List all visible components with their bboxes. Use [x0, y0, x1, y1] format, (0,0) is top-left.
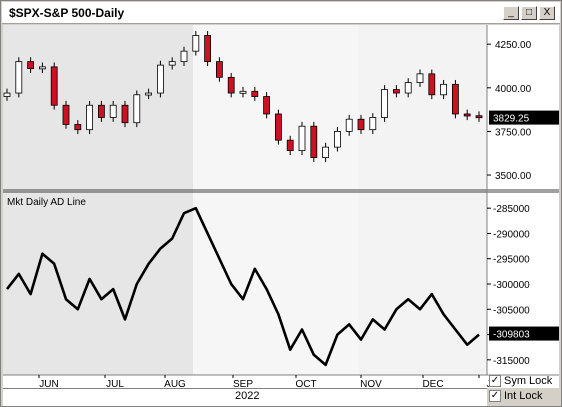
window-controls: _ □ X	[503, 6, 555, 20]
ad-tick-label: -300000	[493, 280, 530, 291]
maximize-button[interactable]: □	[521, 6, 537, 20]
candle-body	[204, 35, 212, 63]
candle-body	[263, 96, 271, 115]
lock-options: ✓ Sym Lock ✓ Int Lock	[489, 373, 552, 403]
year-label: 2022	[235, 390, 260, 402]
candle-body	[180, 50, 188, 63]
shade-band	[193, 25, 358, 375]
price-tick-label: 4250.00	[495, 40, 532, 51]
month-label: AUG	[164, 379, 186, 388]
shade-band	[358, 25, 487, 375]
ad-tick-label: -305000	[493, 305, 530, 316]
int-lock-checkbox[interactable]: ✓	[489, 389, 501, 402]
ad-tick-label: -290000	[493, 229, 530, 240]
candle-body	[369, 117, 377, 131]
month-label: OCT	[295, 379, 316, 388]
candle-body	[50, 66, 58, 106]
candle-body	[145, 92, 153, 96]
candle-body	[322, 146, 330, 158]
chart-area[interactable]: 4250.00 4000.00 3750.00 3500.00 3829.25 Mkt D…	[3, 25, 559, 388]
candle-body	[463, 113, 471, 117]
window-title: $SPX-S&P 500-Daily	[9, 6, 125, 20]
month-label: DEC	[422, 379, 443, 388]
candle-body	[98, 104, 105, 118]
int-lock-label: Int Lock	[504, 389, 543, 402]
close-button[interactable]: X	[539, 6, 555, 20]
candle-body	[156, 64, 164, 94]
int-lock-row[interactable]: ✓ Int Lock	[489, 388, 552, 403]
close-icon: X	[543, 7, 551, 18]
candle-body	[298, 125, 306, 152]
candle-body	[404, 82, 412, 94]
candle-body	[392, 89, 400, 94]
candle-body	[121, 104, 129, 124]
candle-body	[239, 90, 247, 94]
candle-body	[86, 104, 93, 131]
candle-body	[416, 73, 424, 83]
candle-body	[15, 61, 23, 94]
candle-body	[286, 139, 294, 152]
price-tick-label: 3500.00	[495, 171, 532, 182]
candle-body	[109, 104, 117, 118]
candle-body	[215, 61, 223, 78]
candle-body	[192, 35, 200, 52]
ad-tick-label: -315000	[493, 356, 530, 367]
ad-tick-label: -295000	[493, 255, 530, 266]
ad-panel-title: Mkt Daily AD Line	[7, 197, 86, 208]
sym-lock-row[interactable]: ✓ Sym Lock	[489, 373, 552, 388]
price-current-box	[489, 110, 559, 125]
candle-body	[3, 92, 11, 97]
candle-body	[274, 113, 282, 141]
ad-current-box	[489, 326, 559, 341]
candle-body	[133, 94, 141, 124]
candle-body	[251, 90, 259, 97]
chart-footer: 2022 ✓ Sym Lock ✓ Int Lock	[3, 374, 559, 406]
maximize-icon: □	[525, 7, 533, 18]
candle-body	[168, 61, 176, 66]
price-current-label: 3829.25	[493, 114, 530, 125]
month-label: JUL	[106, 379, 124, 388]
candle-body	[227, 76, 235, 94]
candle-body	[310, 125, 318, 158]
candle-body	[428, 73, 436, 96]
sym-lock-label: Sym Lock	[504, 374, 553, 387]
minimize-icon: _	[508, 7, 514, 18]
minimize-button[interactable]: _	[503, 6, 519, 20]
candle-body	[27, 61, 35, 70]
month-label: SEP	[233, 379, 253, 388]
candle-body	[39, 66, 46, 70]
price-tick-label: 3750.00	[495, 127, 532, 138]
month-label: JUN	[39, 379, 58, 388]
price-tick-label: 4000.00	[495, 84, 532, 95]
ad-current-label: -309803	[493, 330, 530, 341]
candle-body	[381, 89, 389, 118]
sym-lock-checkbox[interactable]: ✓	[489, 374, 501, 387]
candle-body	[475, 115, 483, 119]
ad-line-series	[5, 206, 480, 367]
candle-body	[451, 83, 459, 115]
candle-body	[333, 131, 341, 148]
candle-body	[440, 83, 448, 96]
candle-body	[345, 118, 353, 132]
chart-svg[interactable]: 4250.00 4000.00 3750.00 3500.00 3829.25 Mkt D…	[3, 25, 559, 388]
candle-body	[357, 118, 365, 131]
candle-body	[74, 124, 82, 131]
candle-body	[62, 104, 70, 125]
month-label: NOV	[360, 379, 382, 388]
year-bar: 2022	[3, 388, 487, 406]
ad-tick-label: -285000	[493, 204, 530, 215]
title-bar[interactable]: $SPX-S&P 500-Daily _ □ X	[2, 2, 560, 24]
